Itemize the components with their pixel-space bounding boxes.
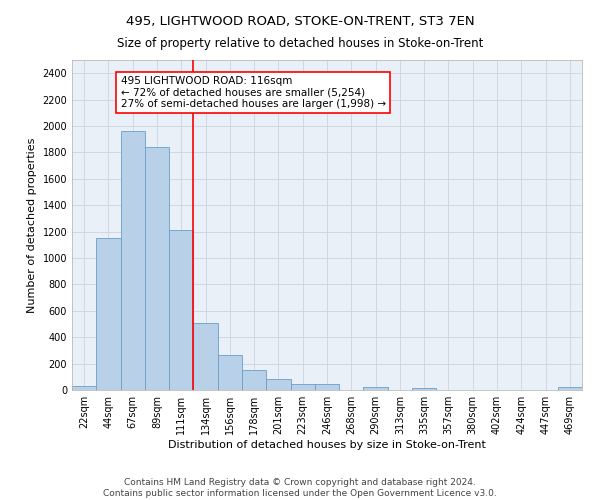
- Bar: [193, 322, 218, 390]
- Bar: [169, 230, 193, 390]
- Bar: [218, 355, 242, 390]
- Text: 495, LIGHTWOOD ROAD, STOKE-ON-TRENT, ST3 7EN: 495, LIGHTWOOD ROAD, STOKE-ON-TRENT, ST3…: [125, 15, 475, 28]
- Text: 495 LIGHTWOOD ROAD: 116sqm
← 72% of detached houses are smaller (5,254)
27% of s: 495 LIGHTWOOD ROAD: 116sqm ← 72% of deta…: [121, 76, 386, 109]
- Bar: [242, 370, 266, 390]
- Bar: [558, 388, 582, 390]
- Y-axis label: Number of detached properties: Number of detached properties: [27, 138, 37, 312]
- Bar: [72, 386, 96, 390]
- X-axis label: Distribution of detached houses by size in Stoke-on-Trent: Distribution of detached houses by size …: [168, 440, 486, 450]
- Bar: [412, 388, 436, 390]
- Bar: [290, 384, 315, 390]
- Bar: [364, 387, 388, 390]
- Bar: [315, 384, 339, 390]
- Text: Size of property relative to detached houses in Stoke-on-Trent: Size of property relative to detached ho…: [117, 38, 483, 51]
- Bar: [121, 132, 145, 390]
- Text: Contains HM Land Registry data © Crown copyright and database right 2024.
Contai: Contains HM Land Registry data © Crown c…: [103, 478, 497, 498]
- Bar: [145, 147, 169, 390]
- Bar: [96, 238, 121, 390]
- Bar: [266, 380, 290, 390]
